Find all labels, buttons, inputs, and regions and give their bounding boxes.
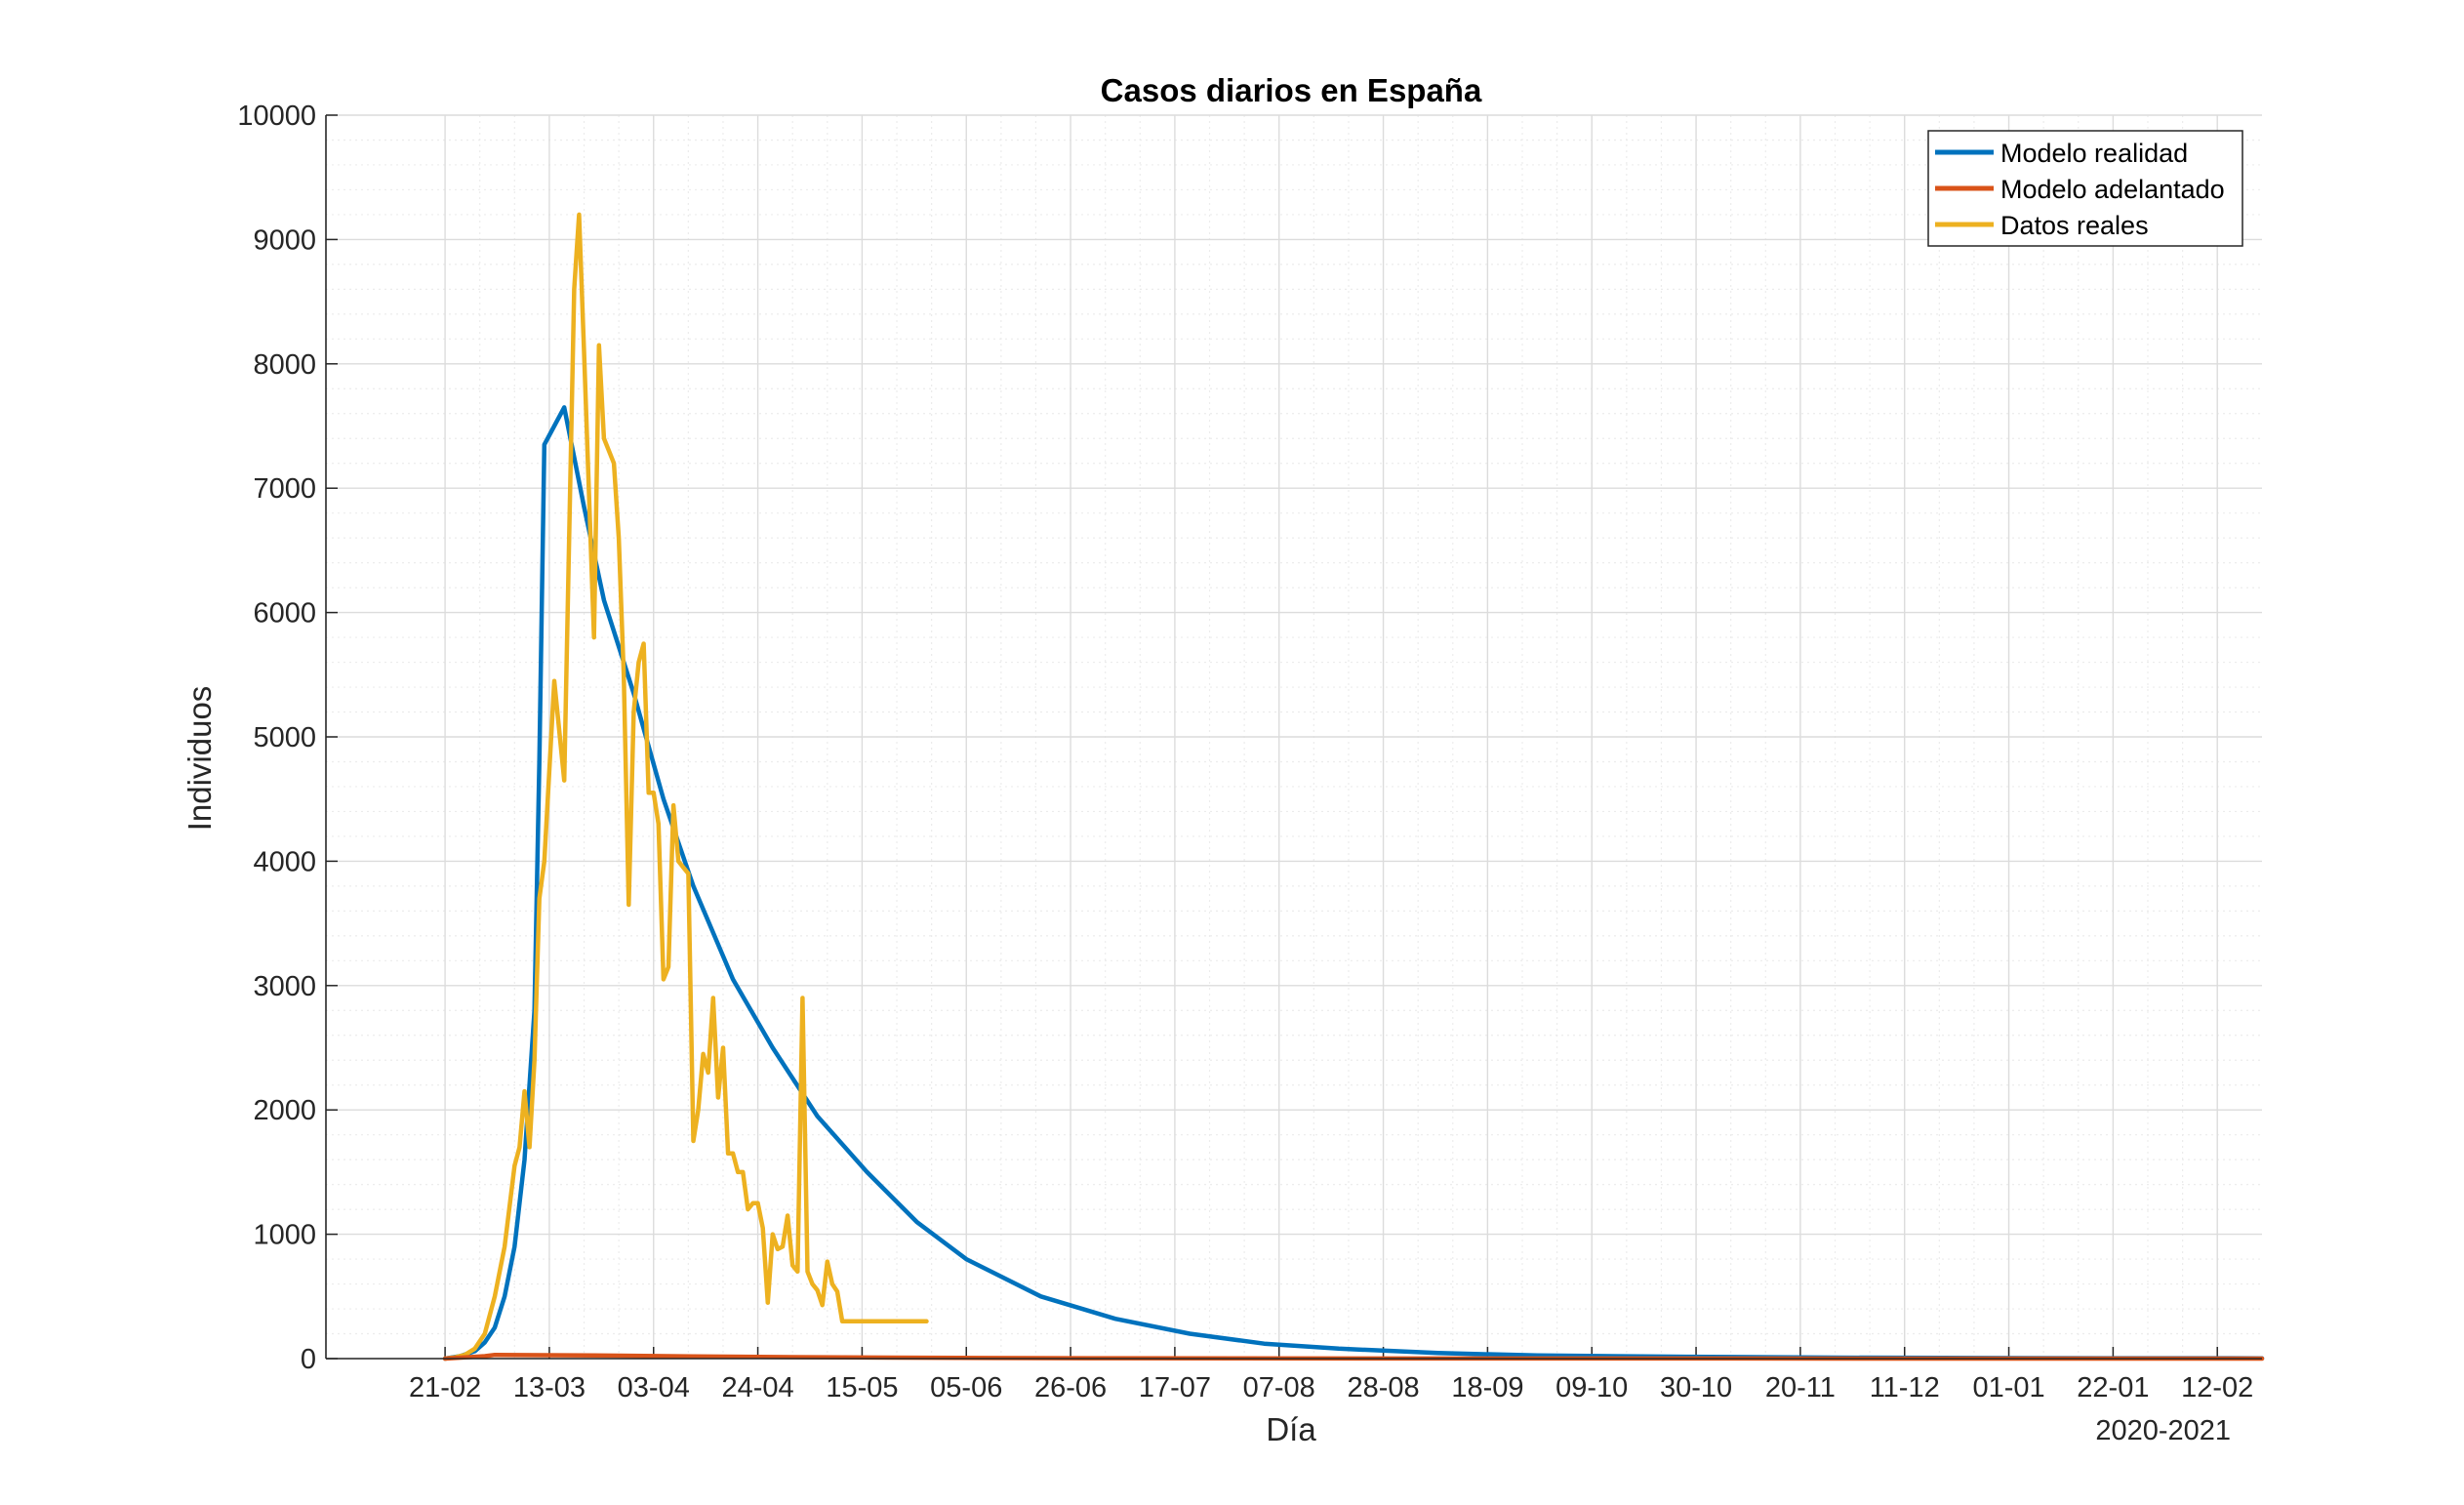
x-tick-label: 03-04 (618, 1372, 690, 1403)
y-tick-label: 10000 (237, 101, 316, 132)
x-tick-labels: 21-02 13-03 03-04 24-04 15-05 05-06 26-06 17-07… (409, 1372, 2253, 1403)
x-axis-label: Día (1266, 1411, 1316, 1447)
x-tick-label: 24-04 (721, 1372, 793, 1403)
x-tick-label: 13-03 (513, 1372, 586, 1403)
y-tick-label: 3000 (253, 971, 316, 1002)
y-axis-label: Individuos (182, 686, 218, 832)
x-tick-label: 01-01 (1972, 1372, 2044, 1403)
y-tick-label: 9000 (253, 224, 316, 256)
secondary-x-label: 2020-2021 (2095, 1415, 2231, 1446)
x-tick-label: 28-08 (1347, 1372, 1419, 1403)
x-tick-label: 18-09 (1451, 1372, 1523, 1403)
x-tick-label: 26-06 (1034, 1372, 1107, 1403)
chart-title: Casos diarios en España (1101, 72, 1482, 108)
series-line-3 (442, 212, 929, 1362)
y-tick-label: 7000 (253, 473, 316, 505)
x-tick-label: 11-12 (1870, 1372, 1940, 1403)
x-tick-label: 15-05 (826, 1372, 898, 1403)
axes (325, 115, 2262, 1360)
y-tick-label: 4000 (253, 846, 316, 877)
legend-entry: Datos reales (2000, 211, 2149, 240)
x-tick-label: 05-06 (930, 1372, 1002, 1403)
legend: Modelo realidad Modelo adelantado Datos re… (1927, 130, 2243, 247)
x-tick-label: 22-01 (2077, 1372, 2149, 1403)
y-tick-label: 0 (301, 1344, 316, 1375)
series-line-1 (442, 405, 2265, 1362)
x-tick-label: 07-08 (1243, 1372, 1315, 1403)
y-tick-label: 5000 (253, 722, 316, 753)
x-tick-label: 12-02 (2181, 1372, 2253, 1403)
y-tick-labels: 0 1000 2000 3000 4000 5000 6000 7000 8000 9000 100… (237, 101, 316, 1375)
x-tick-label: 30-10 (1660, 1372, 1732, 1403)
x-tick-label: 09-10 (1555, 1372, 1628, 1403)
y-tick-label: 6000 (253, 598, 316, 630)
y-tick-label: 8000 (253, 349, 316, 381)
x-tick-label: 21-02 (409, 1372, 481, 1403)
y-tick-label: 2000 (253, 1095, 316, 1126)
x-tick-label: 17-07 (1139, 1372, 1211, 1403)
legend-entry: Modelo realidad (2000, 139, 2188, 168)
legend-entry: Modelo adelantado (2000, 175, 2225, 204)
y-tick-label: 1000 (253, 1220, 316, 1251)
x-tick-label: 20-11 (1765, 1372, 1836, 1403)
